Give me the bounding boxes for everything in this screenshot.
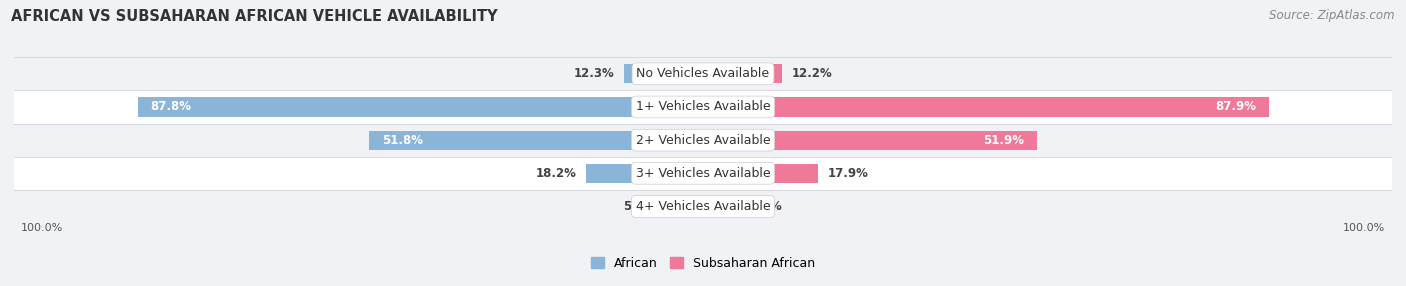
Text: AFRICAN VS SUBSAHARAN AFRICAN VEHICLE AVAILABILITY: AFRICAN VS SUBSAHARAN AFRICAN VEHICLE AV… — [11, 9, 498, 23]
Bar — [14, 57, 1392, 90]
Text: 100.0%: 100.0% — [1343, 223, 1385, 233]
Bar — [138, 97, 703, 117]
Text: No Vehicles Available: No Vehicles Available — [637, 67, 769, 80]
Text: 1+ Vehicles Available: 1+ Vehicles Available — [636, 100, 770, 114]
Bar — [14, 157, 1392, 190]
Text: Source: ZipAtlas.com: Source: ZipAtlas.com — [1270, 9, 1395, 21]
Text: 12.2%: 12.2% — [792, 67, 832, 80]
Bar — [14, 190, 1392, 223]
Text: 12.3%: 12.3% — [574, 67, 614, 80]
Text: 4+ Vehicles Available: 4+ Vehicles Available — [636, 200, 770, 213]
Text: 5.8%: 5.8% — [623, 200, 657, 213]
Text: 51.8%: 51.8% — [382, 134, 423, 147]
Bar — [703, 64, 782, 84]
Text: 87.9%: 87.9% — [1215, 100, 1256, 114]
Text: 100.0%: 100.0% — [21, 223, 63, 233]
Text: 3+ Vehicles Available: 3+ Vehicles Available — [636, 167, 770, 180]
Text: 17.9%: 17.9% — [828, 167, 869, 180]
Text: 18.2%: 18.2% — [536, 167, 576, 180]
Text: 5.7%: 5.7% — [749, 200, 782, 213]
Bar — [370, 130, 703, 150]
Text: 51.9%: 51.9% — [983, 134, 1025, 147]
Text: 2+ Vehicles Available: 2+ Vehicles Available — [636, 134, 770, 147]
Bar — [703, 130, 1038, 150]
Legend: African, Subsaharan African: African, Subsaharan African — [592, 257, 814, 270]
Bar — [703, 197, 740, 216]
Bar — [703, 97, 1270, 117]
Bar — [665, 197, 703, 216]
Bar — [14, 90, 1392, 124]
Bar — [14, 124, 1392, 157]
Bar — [586, 164, 703, 183]
Bar — [624, 64, 703, 84]
Text: 87.8%: 87.8% — [150, 100, 191, 114]
Bar — [703, 164, 818, 183]
